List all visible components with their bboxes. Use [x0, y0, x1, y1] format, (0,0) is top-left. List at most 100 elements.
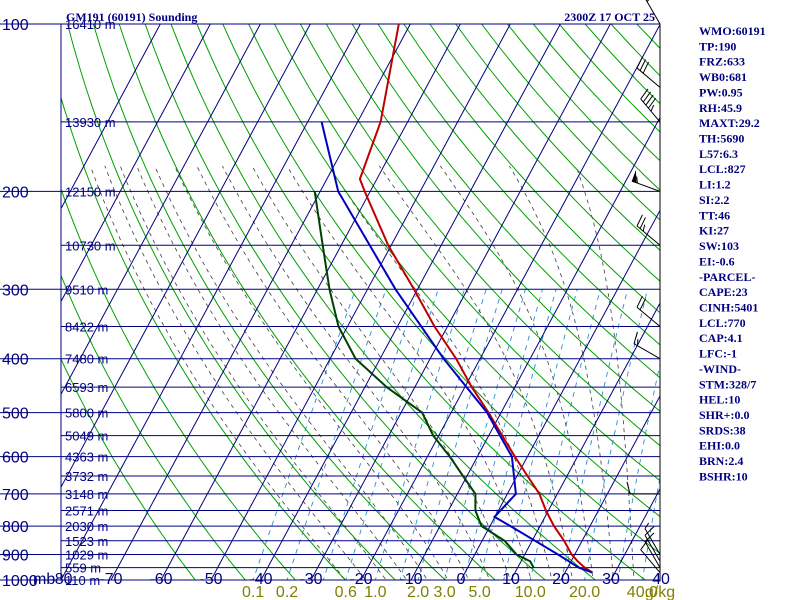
index-entry: WMO:60191	[699, 24, 766, 38]
pressure-unit-label: mb	[33, 571, 55, 588]
temperature-tick-label: 30	[602, 571, 620, 588]
height-label: 110 m	[65, 573, 100, 588]
index-entry: FRZ:633	[699, 55, 745, 69]
mixing-ratio-label: 0.6	[335, 584, 357, 600]
height-label: 3148 m	[65, 487, 108, 502]
mixing-ratio-line	[322, 289, 419, 580]
isotherm-line	[460, 209, 660, 580]
temperature-trace	[358, 24, 594, 574]
temperature-tick-label: -80	[49, 571, 72, 588]
wind-barb-pennant	[631, 169, 637, 183]
mixing-ratio-line	[286, 289, 387, 580]
wind-barb-staff	[640, 98, 661, 123]
dry-adiabat	[67, 24, 397, 580]
height-label: 5049 m	[65, 429, 108, 444]
mixing-ratio-label: 2.0	[407, 584, 429, 600]
height-label: 1523 m	[65, 534, 108, 549]
pressure-label: 300	[2, 282, 29, 299]
mixing-ratio-unit: g/kg	[645, 584, 675, 600]
height-label: 2030 m	[65, 519, 108, 534]
chart-title: GM191 (60191) Sounding	[66, 10, 197, 24]
index-entry: STM:328/7	[699, 377, 756, 391]
moist-adiabat	[136, 165, 408, 580]
sounding-traces	[313, 24, 594, 574]
parcel-trace	[320, 121, 593, 574]
dry-adiabat	[92, 24, 447, 580]
mixing-ratio-line	[641, 475, 660, 580]
mixing-ratio-line	[479, 289, 557, 580]
wind-barb-feather	[650, 104, 655, 112]
wind-barb-feather	[639, 59, 646, 71]
dry-adiabat	[170, 24, 597, 580]
mixing-ratio-lines	[252, 289, 660, 580]
wind-barb-feather	[644, 522, 650, 529]
wind-barb-staff	[640, 549, 661, 573]
temperature-tick-label: -50	[199, 571, 222, 588]
mixing-ratio-label: 1.0	[364, 584, 386, 600]
height-label: 3732 m	[65, 469, 108, 484]
dry-adiabat	[61, 187, 296, 580]
wind-barb-feather	[636, 295, 643, 308]
moist-adiabat	[328, 165, 553, 580]
mixing-ratio-line	[529, 289, 601, 580]
isotherm-line	[410, 116, 660, 580]
index-entry: SI:2.2	[699, 193, 729, 207]
isotherm-line	[160, 24, 461, 580]
wind-barb-staff	[636, 225, 661, 246]
pressure-label: 200	[2, 184, 29, 201]
wind-barb-feather	[636, 56, 643, 69]
height-label: 13930 m	[65, 115, 116, 130]
wind-barb-staff	[645, 0, 661, 25]
index-entry: PW:0.95	[699, 85, 743, 99]
isotherm-line	[61, 24, 211, 303]
index-entry: LI:1.2	[699, 178, 731, 192]
wind-barb-feather	[648, 97, 657, 109]
moist-adiabat	[196, 165, 470, 580]
isotherm-line	[61, 24, 361, 580]
dry-adiabat	[248, 24, 660, 518]
wind-barb-feather	[645, 94, 654, 106]
dry-adiabat	[61, 96, 346, 580]
pressure-label: 700	[2, 487, 29, 504]
wind-barb-feather	[644, 532, 655, 542]
wind-barb-feather	[633, 331, 638, 344]
dry-adiabat	[429, 24, 660, 282]
index-entry: SRDS:38	[699, 423, 746, 437]
wind-barb-feather	[640, 539, 649, 550]
isotherm-line	[560, 395, 660, 580]
index-entry: BRN:2.4	[699, 454, 743, 468]
height-label: 559 m	[65, 561, 101, 576]
height-label: 7480 m	[65, 352, 108, 367]
pressure-temperature-grid	[0, 23, 661, 581]
pressure-label: 500	[2, 406, 29, 423]
moist-adiabat	[104, 165, 367, 580]
dewpoint-trace	[313, 191, 535, 569]
mixing-ratio-line	[345, 289, 439, 580]
index-entry: LCL:770	[699, 316, 746, 330]
index-entry: HEL:10	[699, 393, 740, 407]
mixing-ratio-line	[561, 289, 629, 580]
index-entry: TT:46	[699, 208, 730, 222]
index-entry: RH:45.9	[699, 101, 742, 115]
index-entry: WB0:681	[699, 70, 747, 84]
moist-adiabat	[174, 165, 449, 580]
temperature-tick-label: -70	[99, 571, 122, 588]
moist-adiabat	[222, 165, 491, 580]
mixing-ratio-label: 5.0	[468, 584, 490, 600]
mixing-ratio-line	[444, 289, 526, 580]
wind-barb-feather	[639, 298, 646, 311]
index-entry: EHI:0.0	[699, 439, 740, 453]
moist-adiabat	[508, 165, 615, 580]
dry-adiabat	[61, 274, 246, 580]
height-label: 10730 m	[65, 238, 116, 253]
moist-adiabat	[89, 165, 346, 580]
wind-barb-staff	[644, 534, 661, 562]
height-label: 4363 m	[65, 450, 108, 465]
temperature-tick-label: -20	[349, 571, 372, 588]
mixing-ratio-line	[252, 289, 357, 580]
index-entry: MAXT:29.2	[699, 116, 760, 130]
dry-adiabat	[351, 24, 660, 379]
isotherm-line	[310, 24, 611, 580]
